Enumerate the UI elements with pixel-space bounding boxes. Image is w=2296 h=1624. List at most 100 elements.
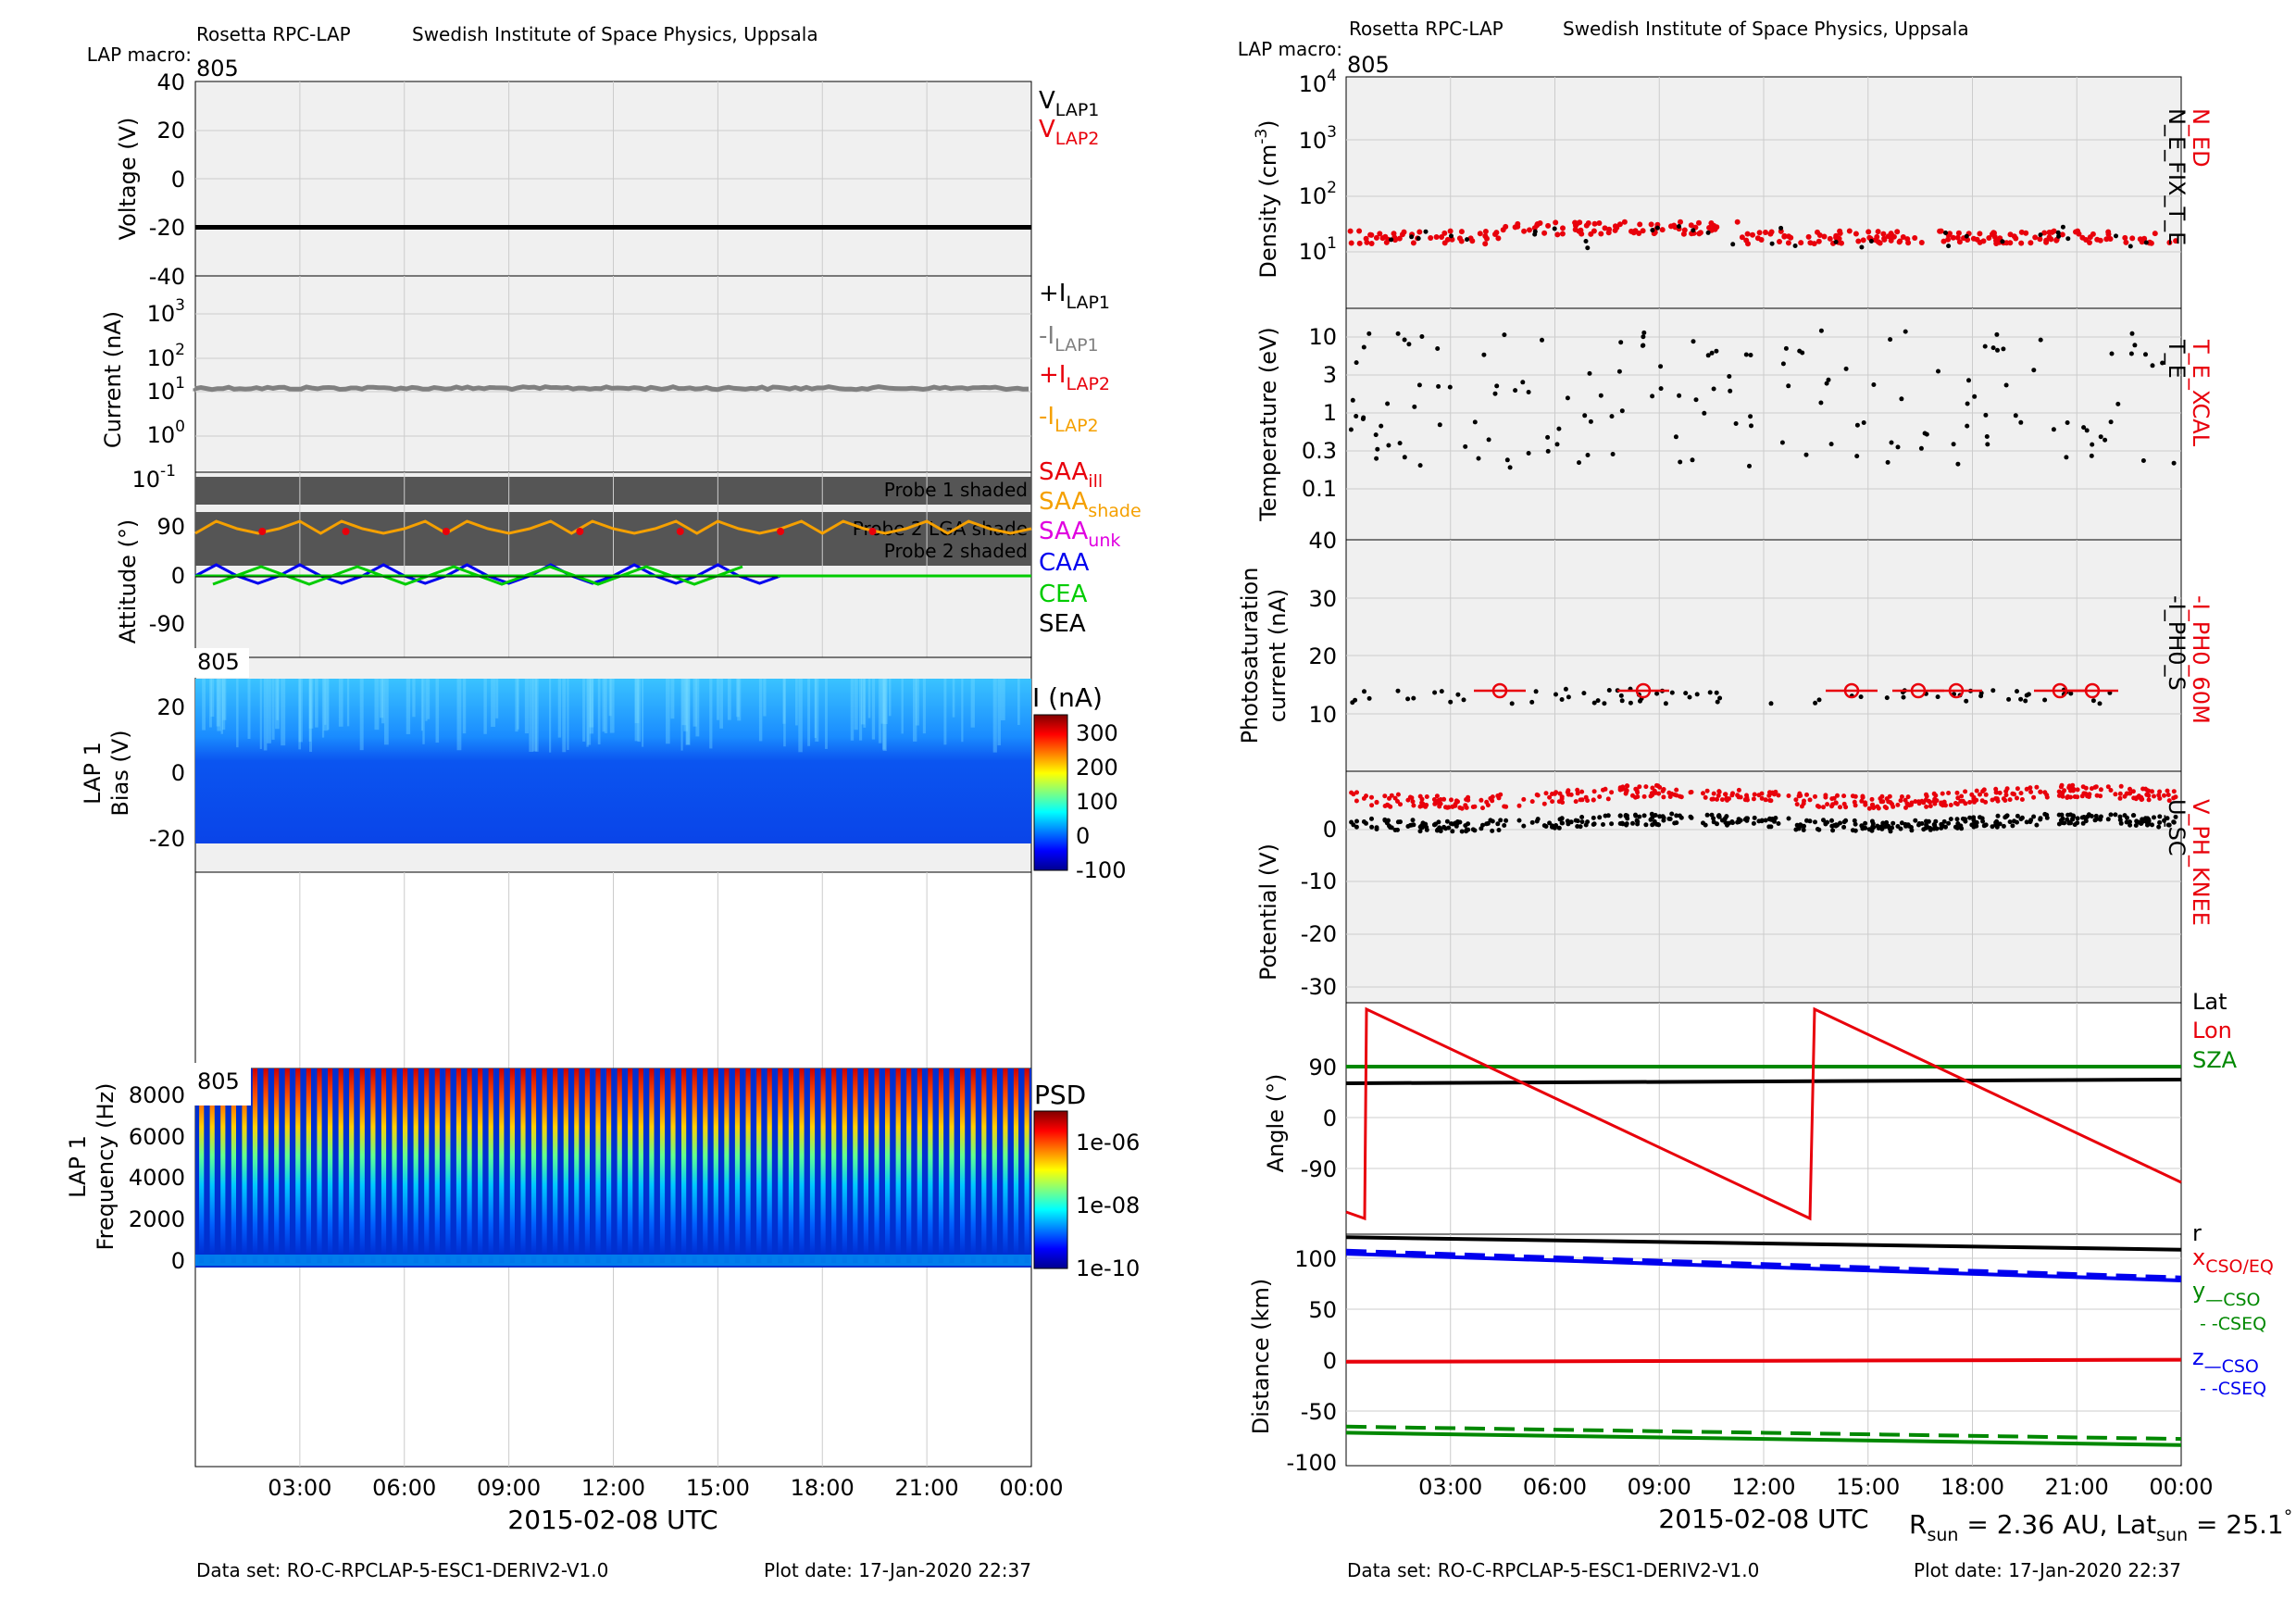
temperature-point <box>1818 328 1824 333</box>
spectrum-column <box>359 1068 365 1263</box>
density-point <box>1416 236 1421 241</box>
x-tick-label: 15:00 <box>1836 1474 1900 1500</box>
sweep-streak <box>670 679 675 719</box>
potential-usc-point <box>1823 820 1828 826</box>
potential-vph-point <box>1457 805 1463 810</box>
voltage-ytick: -20 <box>149 215 185 241</box>
potential-usc-point <box>2070 817 2075 822</box>
sweep-streak <box>346 679 350 727</box>
density-point <box>2056 233 2062 239</box>
density-point <box>1816 232 1823 238</box>
potential-vph-point <box>1652 788 1657 793</box>
sweep-streak <box>427 679 430 719</box>
colorbar-tick: 200 <box>1076 755 1118 781</box>
potential-usc-point <box>2089 814 2094 818</box>
potential-vph-point <box>1763 797 1768 803</box>
photosat-point <box>1884 695 1890 701</box>
left-xlabel: 2015-02-08 UTC <box>507 1505 718 1535</box>
sweep-streak <box>814 679 817 738</box>
potential-vph-point <box>1875 804 1880 809</box>
density-point <box>1821 233 1828 240</box>
photosat-point <box>1901 694 1906 700</box>
sweep-streak <box>263 679 268 751</box>
potential-usc-point <box>1575 818 1580 824</box>
density-point <box>1347 228 1354 234</box>
potential-usc-point <box>1666 816 1672 821</box>
sweep-streak <box>634 679 639 742</box>
sweep-streak <box>324 679 327 725</box>
sweep-streak <box>298 679 303 743</box>
potential-usc-point <box>2038 816 2043 821</box>
potential-vph-point <box>1591 789 1597 794</box>
potential-usc-point <box>2034 822 2040 828</box>
potential-vph-point <box>1704 788 1710 793</box>
density-point <box>1493 230 1500 236</box>
sweep-ytick: -20 <box>149 826 185 852</box>
spectrum-column <box>799 1068 805 1263</box>
potential-usc-point <box>1369 816 1374 821</box>
sweep-streak <box>604 679 608 733</box>
sweep-streak <box>693 679 697 727</box>
potential-vph-point <box>2015 795 2019 801</box>
potential-vph-point <box>1410 799 1416 805</box>
potential-usc-point <box>1648 817 1653 822</box>
density-point <box>1585 220 1591 226</box>
density-point <box>1756 230 1763 236</box>
potential-usc-point <box>1444 818 1450 824</box>
potential-usc-point <box>1433 821 1439 827</box>
temperature-point <box>2013 413 2018 418</box>
potential-usc-point <box>1605 813 1611 818</box>
density-point <box>1691 228 1696 233</box>
sweep-streak <box>850 679 855 741</box>
spectrum-column <box>478 1068 483 1263</box>
sweep-streak <box>267 679 271 743</box>
sweep-streak <box>642 679 644 747</box>
potential-usc-point <box>1931 822 1937 827</box>
potential-usc-point <box>1971 818 1977 823</box>
potential-vph-point <box>1954 802 1960 806</box>
potential-usc-point <box>1485 820 1491 826</box>
temperature-point <box>2089 453 2094 458</box>
potential-usc-point <box>1926 818 1931 824</box>
density-point <box>1409 234 1415 240</box>
density-point <box>1874 233 1880 240</box>
temperature-point <box>1786 383 1791 389</box>
photosat-point <box>1717 695 1723 701</box>
distance-line-z-cseq <box>1345 1248 2182 1280</box>
temperature-point <box>1951 442 1956 447</box>
spectrum-column <box>659 1068 666 1263</box>
sweep-streak <box>327 679 330 731</box>
density-point <box>1477 231 1483 237</box>
potential-vph-point <box>2019 797 2025 802</box>
potential-vph-point <box>1943 803 1948 808</box>
density-point <box>2079 234 2086 241</box>
temperature-point <box>1513 388 1518 394</box>
photosat-point <box>1581 691 1587 696</box>
photosat-point <box>1439 689 1444 694</box>
potential-vph-point <box>2034 784 2040 790</box>
potential-vph-point <box>1850 793 1855 799</box>
temperature-point <box>1641 334 1646 340</box>
temperature-point <box>1966 378 1971 383</box>
potential-usc-point <box>1619 820 1625 826</box>
temperature-point <box>1610 452 1616 456</box>
potential-usc-point <box>1466 821 1471 827</box>
density-point <box>1503 223 1509 230</box>
density-point <box>1767 231 1774 237</box>
photosat-point <box>1461 697 1466 703</box>
density-point <box>2060 224 2065 230</box>
spectrum-column <box>595 1068 601 1263</box>
density-point <box>1937 228 1943 234</box>
lon-line <box>1345 1006 2182 1221</box>
potential-usc-point <box>1704 812 1710 818</box>
density-point <box>1591 220 1598 227</box>
density-point <box>1950 234 1956 241</box>
left-header-institute: Swedish Institute of Space Physics, Upps… <box>412 23 818 45</box>
spectrum-column <box>499 1068 505 1263</box>
potential-usc-point <box>1838 820 1842 826</box>
temperature-label-xcal: T_E_XCAL <box>2188 339 2214 447</box>
sweep-streak <box>309 679 313 753</box>
photosat-point <box>1619 698 1625 704</box>
sweep-streak <box>685 679 691 745</box>
potential-vph-point <box>1903 805 1908 810</box>
